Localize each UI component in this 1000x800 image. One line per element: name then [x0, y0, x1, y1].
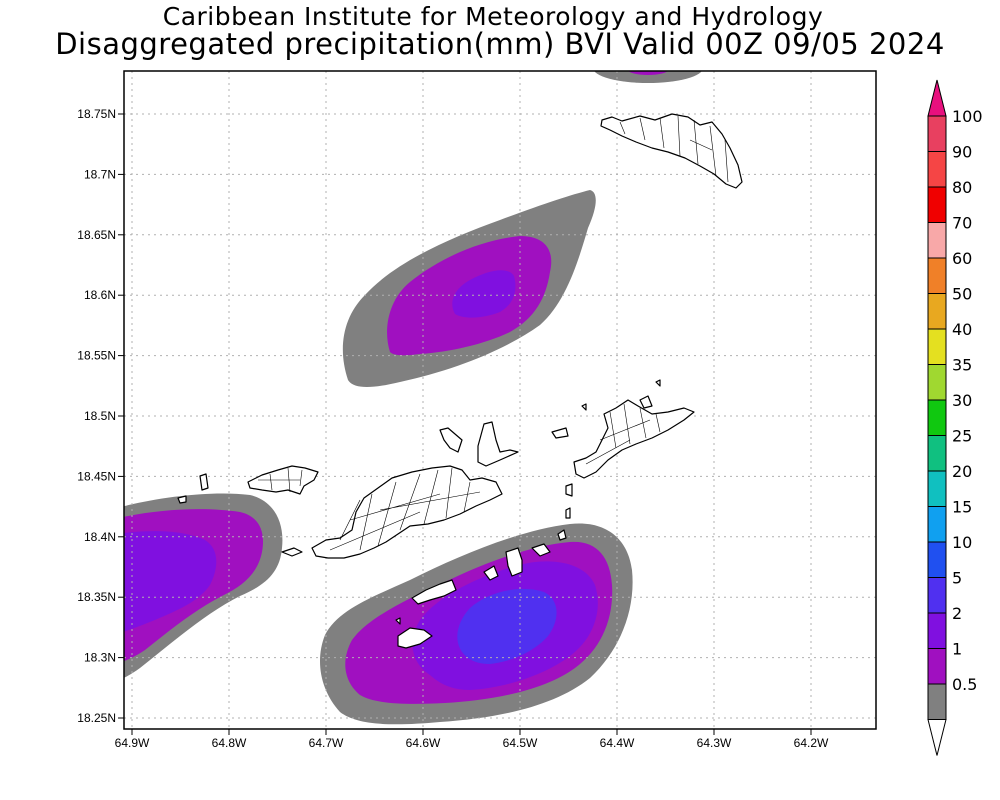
- colorbar-label: 30: [952, 391, 972, 410]
- lat-tick-label: 18.3N: [84, 651, 116, 665]
- lon-tick-label: 64.7W: [309, 736, 344, 750]
- colorbar-bottom-arrow: [927, 719, 947, 756]
- lat-tick-label: 18.7N: [84, 167, 116, 181]
- colorbar-swatch: [927, 612, 947, 649]
- lon-tick-label: 64.3W: [697, 736, 732, 750]
- colorbar-label: 25: [952, 427, 972, 446]
- colorbar-swatch: [927, 541, 947, 578]
- colorbar-swatch: [927, 257, 947, 294]
- lat-tick-label: 18.25N: [77, 711, 116, 725]
- colorbar-swatch: [927, 399, 947, 436]
- colorbar-label: 2: [952, 604, 962, 623]
- lon-tick-label: 64.4W: [600, 736, 635, 750]
- map-gridlines: [124, 71, 876, 729]
- lat-tick-label: 18.75N: [77, 107, 116, 121]
- colorbar-swatch: [927, 293, 947, 330]
- lat-tick-label: 18.35N: [77, 590, 116, 604]
- latitude-axis: 18.75N 18.7N 18.65N 18.6N 18.55N 18.5N 18.45N 1…: [77, 107, 124, 725]
- colorbar-label: 40: [952, 320, 972, 339]
- colorbar-label: 10: [952, 533, 972, 552]
- chart-title-institution: Caribbean Institute for Meteorology and …: [162, 2, 824, 31]
- colorbar-label: 70: [952, 214, 972, 233]
- colorbar-label: 50: [952, 285, 972, 304]
- lon-tick-label: 64.5W: [503, 736, 538, 750]
- precip-area-top-edge: [594, 71, 702, 83]
- colorbar-label: 20: [952, 462, 972, 481]
- colorbar-label: 80: [952, 178, 972, 197]
- colorbar-swatch: [927, 506, 947, 543]
- lat-tick-label: 18.65N: [77, 228, 116, 242]
- lat-tick-label: 18.55N: [77, 349, 116, 363]
- colorbar-label: 15: [952, 498, 972, 517]
- lat-tick-label: 18.4N: [84, 530, 116, 544]
- precip-area-west: [124, 493, 283, 678]
- islands: [177, 113, 743, 649]
- colorbar-swatch: [927, 683, 947, 720]
- lon-tick-label: 64.8W: [212, 736, 247, 750]
- lat-tick-label: 18.5N: [84, 409, 116, 423]
- colorbar-swatch: [927, 364, 947, 401]
- lon-tick-label: 64.2W: [794, 736, 829, 750]
- colorbar-top-arrow: [927, 79, 947, 117]
- colorbar-swatch: [927, 648, 947, 685]
- colorbar-label: 100: [952, 107, 983, 126]
- lon-tick-label: 64.9W: [115, 736, 150, 750]
- island-st-croix: [600, 113, 743, 189]
- longitude-axis: 64.9W 64.8W 64.7W 64.6W 64.5W 64.4W 64.3W 64.2W: [115, 729, 829, 750]
- colorbar-swatch: [927, 435, 947, 472]
- colorbar-swatch: [927, 470, 947, 507]
- lat-tick-label: 18.6N: [84, 288, 116, 302]
- colorbar-label: 60: [952, 249, 972, 268]
- precip-colorbar: 100 90 80 70 60 50 40 35 30 25 20 15 10 5 2 1 0.5: [927, 79, 983, 756]
- colorbar-label: 35: [952, 356, 972, 375]
- colorbar-swatch: [927, 328, 947, 365]
- plot-frame: [123, 70, 877, 730]
- island-st-john: [281, 465, 503, 559]
- lat-tick-label: 18.45N: [77, 469, 116, 483]
- colorbar-swatch: [927, 151, 947, 188]
- colorbar-label: 1: [952, 640, 962, 659]
- island-southern-cays: [395, 529, 567, 649]
- colorbar-swatch: [927, 222, 947, 259]
- lon-tick-label: 64.6W: [406, 736, 441, 750]
- colorbar-swatch: [927, 577, 947, 614]
- island-st-thomas: [177, 465, 319, 504]
- colorbar-swatch: [927, 186, 947, 223]
- colorbar-label: 0.5: [952, 675, 977, 694]
- colorbar-label: 5: [952, 569, 962, 588]
- chart-title-product: Disaggregated precipitation(mm) BVI Vali…: [55, 27, 945, 61]
- colorbar-swatch: [927, 115, 947, 152]
- island-tortola-cays: [439, 379, 695, 519]
- precip-area-north: [342, 190, 596, 387]
- colorbar-label: 90: [952, 143, 972, 162]
